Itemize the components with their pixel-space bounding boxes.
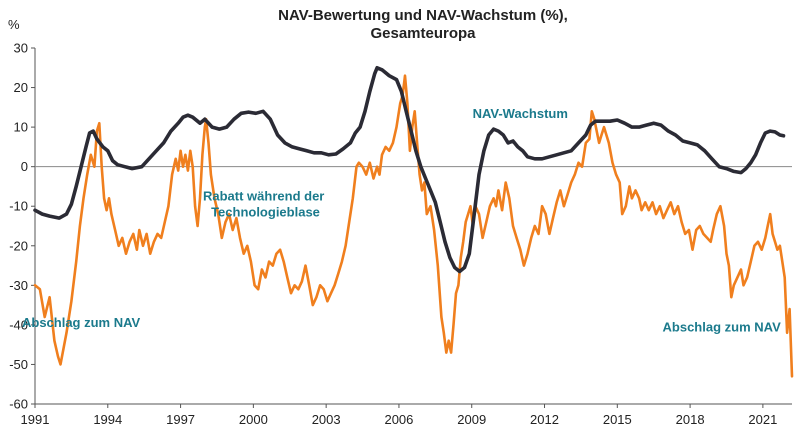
y-tick-label: 10: [14, 120, 28, 135]
annotation-abschlag-1-line1: Abschlag zum NAV: [22, 315, 141, 330]
y-tick-label: 20: [14, 80, 28, 95]
y-tick-label: -30: [9, 278, 28, 293]
series-line-nav-wachstum: [33, 66, 786, 274]
x-tick-label: 1997: [166, 412, 195, 427]
y-tick-label: -40: [9, 317, 28, 332]
y-tick-label: -10: [9, 199, 28, 214]
annotations: Abschlag zum NAV Rabatt während der Tech…: [22, 106, 781, 335]
x-tick-label: 2012: [530, 412, 559, 427]
chart-title-line1: NAV-Bewertung und NAV-Wachstum (%),: [278, 7, 568, 24]
y-axis: 30 20 10 0 -10 -20 -30 -40 -50 -60: [9, 41, 36, 412]
x-tick-label: 1991: [21, 412, 50, 427]
x-tick-label: 1994: [93, 412, 122, 427]
x-tick-label: 2006: [384, 412, 413, 427]
x-tick-label: 2003: [312, 412, 341, 427]
x-tick-label: 2018: [676, 412, 705, 427]
x-axis: 1991 1994 1997 2000 2003 2006 2009 2012 2015 2018…: [21, 166, 792, 427]
series-layer: [33, 66, 794, 378]
annotation-abschlag-2: Abschlag zum NAV: [663, 320, 782, 335]
y-tick-label: 0: [21, 159, 28, 174]
annotation-nav-wachstum: NAV-Wachstum: [473, 106, 568, 121]
x-tick-label: 2009: [457, 412, 486, 427]
annotation-nav-wachstum-line1: NAV-Wachstum: [473, 106, 568, 121]
y-tick-label: -60: [9, 397, 28, 412]
series-line-nav-bewertung: [33, 74, 794, 378]
y-tick-label: -50: [9, 357, 28, 372]
chart-title-line2: Gesamteuropa: [370, 25, 476, 42]
annotation-rabatt: Rabatt während der Technologieblase: [203, 188, 328, 219]
x-tick-label: 2000: [239, 412, 268, 427]
y-tick-label: -20: [9, 238, 28, 253]
annotation-rabatt-line1: Rabatt während der: [203, 188, 324, 203]
annotation-abschlag-1: Abschlag zum NAV: [22, 315, 141, 330]
annotation-rabatt-line2: Technologieblase: [211, 204, 320, 219]
x-tick-label: 2021: [748, 412, 777, 427]
y-tick-label: 30: [14, 41, 28, 56]
x-tick-label: 2015: [603, 412, 632, 427]
y-axis-unit: %: [8, 17, 20, 32]
annotation-abschlag-2-line1: Abschlag zum NAV: [663, 320, 782, 335]
